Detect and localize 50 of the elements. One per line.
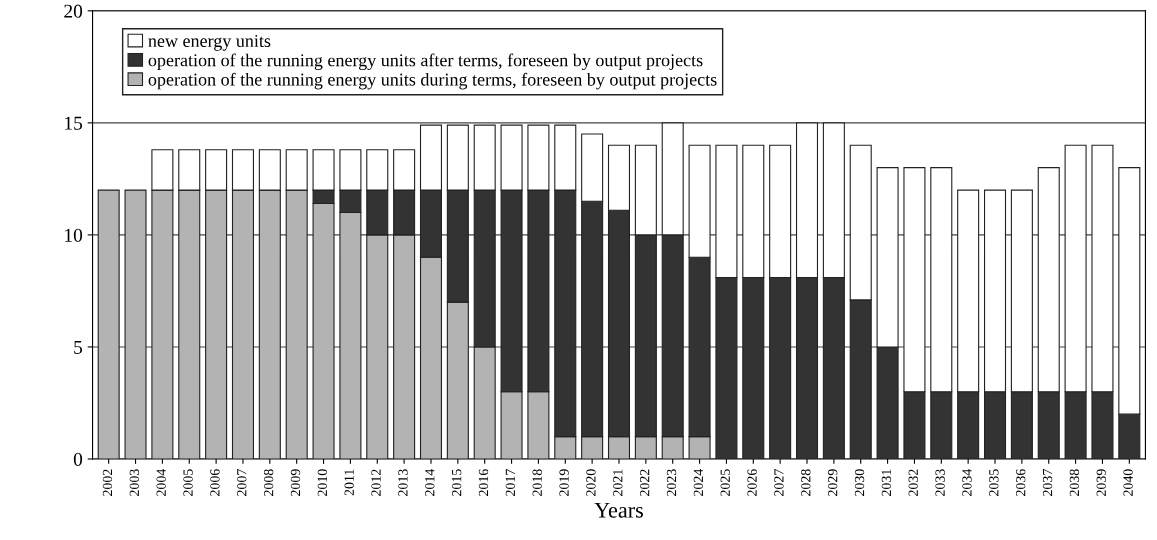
x-tick-label: 2017: [505, 469, 516, 496]
y-tick-label: 10: [65, 228, 83, 242]
x-tick-label: 2011: [344, 469, 354, 496]
bar: [97, 189, 120, 459]
x-tick-label: 2040: [1123, 469, 1133, 496]
x-tick-label: 2015: [451, 469, 462, 496]
x-tick-label: 2020: [586, 469, 596, 496]
legend-label: operation of the running energy units during terms, foreseen by output projects: [148, 72, 717, 90]
x-tick-label: 2002: [102, 469, 113, 496]
y-tick-label: 15: [65, 116, 83, 130]
x-tick-label: 2037: [1042, 469, 1053, 496]
x-tick-label: 2004: [156, 468, 166, 496]
x-tick-label: 2031: [881, 469, 892, 496]
x-tick-label: 2027: [774, 469, 784, 496]
x-tick-label: 2005: [183, 469, 193, 496]
x-tick-label: 2014: [425, 468, 435, 496]
x-tick-label: 2012: [371, 469, 381, 496]
x-tick-label: 2006: [210, 469, 220, 496]
x-tick-label: 2007: [237, 469, 247, 496]
x-tick-label: 2024: [693, 468, 704, 496]
x-tick-label: 2033: [935, 469, 945, 496]
x-tick-label: 2030: [854, 469, 865, 496]
x-axis-title: Years: [594, 502, 643, 518]
x-tick-label: 2025: [720, 469, 730, 496]
x-tick-label: 2036: [1015, 469, 1026, 496]
x-tick-label: 2035: [989, 469, 999, 496]
x-tick-label: 2013: [398, 469, 408, 496]
x-tick-label: 2018: [532, 469, 542, 496]
x-tick-label: 2021: [613, 469, 623, 496]
legend-label: operation of the running energy units after terms, foreseen by output projects: [148, 53, 703, 71]
x-tick-label: 2008: [263, 469, 274, 496]
y-tick-label: 0: [73, 452, 83, 466]
x-tick-label: 2032: [908, 469, 918, 496]
y-tick-label: 5: [74, 340, 83, 354]
y-tick-label: 20: [64, 4, 83, 18]
x-tick-label: 2034: [962, 468, 972, 496]
x-tick-label: 2038: [1069, 469, 1080, 496]
x-tick-label: 2019: [559, 469, 569, 496]
x-tick-label: 2010: [317, 469, 328, 496]
x-tick-label: 2023: [666, 469, 677, 496]
x-tick-label: 2009: [290, 469, 301, 496]
legend-label: new energy units: [148, 34, 271, 51]
x-tick-label: 2016: [478, 469, 489, 496]
x-tick-label: 2003: [129, 469, 140, 496]
bar: [124, 189, 147, 459]
x-tick-label: 2026: [747, 469, 757, 496]
x-tick-label: 2028: [801, 469, 811, 496]
x-tick-label: 2039: [1096, 469, 1106, 496]
x-tick-label: 2029: [827, 469, 838, 496]
x-tick-label: 2022: [639, 469, 650, 496]
